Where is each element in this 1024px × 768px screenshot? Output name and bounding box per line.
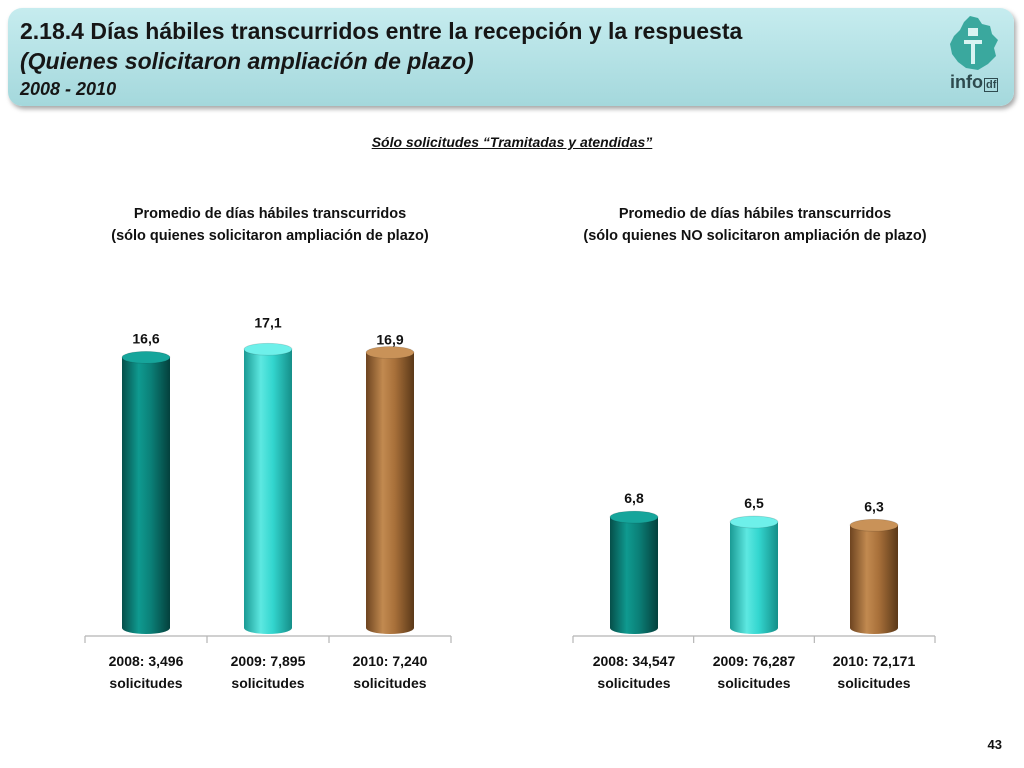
value-label: 6,8 [624, 490, 644, 506]
page-title: 2.18.4 Días hábiles transcurridos entre … [20, 18, 743, 44]
value-label: 16,9 [376, 332, 403, 348]
category-label: solicitudes [717, 675, 790, 691]
year-range: 2008 - 2010 [20, 79, 117, 99]
chart2-title-line2: (sólo quienes NO solicitaron ampliación … [583, 228, 927, 244]
value-label: 6,3 [864, 498, 884, 514]
bar [243, 342, 293, 634]
category-label: 2008: 34,547 [593, 653, 676, 669]
map-icon [950, 16, 998, 70]
category-label: 2010: 7,240 [353, 653, 428, 669]
value-label: 16,6 [132, 330, 159, 346]
chart2-title: Promedio de días hábiles transcurridos (… [545, 203, 965, 247]
chart1-title-line2: (sólo quienes solicitaron ampliación de … [111, 228, 429, 244]
logo-text: info [950, 72, 983, 92]
bar [121, 351, 171, 634]
category-label: solicitudes [597, 675, 670, 691]
chart1-title-line1: Promedio de días hábiles transcurridos [133, 206, 407, 222]
bar [609, 510, 659, 634]
bar [729, 515, 779, 634]
category-label: solicitudes [837, 675, 910, 691]
value-label: 17,1 [254, 314, 281, 330]
section-subtitle: Sólo solicitudes “Tramitadas y atendidas… [371, 134, 653, 150]
category-label: 2008: 3,496 [109, 653, 184, 669]
category-label: 2009: 7,895 [231, 653, 306, 669]
chart1: 16,6 2008: 3,496 solicitudes 17,1 2009: 7,89… [84, 314, 452, 691]
chart2: 6,8 2008: 34,547 solicitudes 6,5 2009: 76,28… [572, 490, 936, 691]
bar [849, 518, 899, 634]
bar [365, 346, 415, 634]
category-label: 2010: 72,171 [833, 653, 916, 669]
category-label: solicitudes [353, 675, 426, 691]
category-label: solicitudes [231, 675, 304, 691]
infodf-logo: info df [942, 14, 1004, 100]
chart1-title: Promedio de días hábiles transcurridos (… [60, 203, 480, 247]
page-number: 43 [987, 737, 1002, 752]
category-label: 2009: 76,287 [713, 653, 796, 669]
header-banner: 2.18.4 Días hábiles transcurridos entre … [8, 8, 1014, 106]
chart2-title-line1: Promedio de días hábiles transcurridos [618, 206, 892, 222]
value-label: 6,5 [744, 495, 764, 511]
logo-suffix: df [984, 78, 999, 92]
page-subtitle: (Quienes solicitaron ampliación de plazo… [20, 48, 474, 74]
category-label: solicitudes [109, 675, 182, 691]
